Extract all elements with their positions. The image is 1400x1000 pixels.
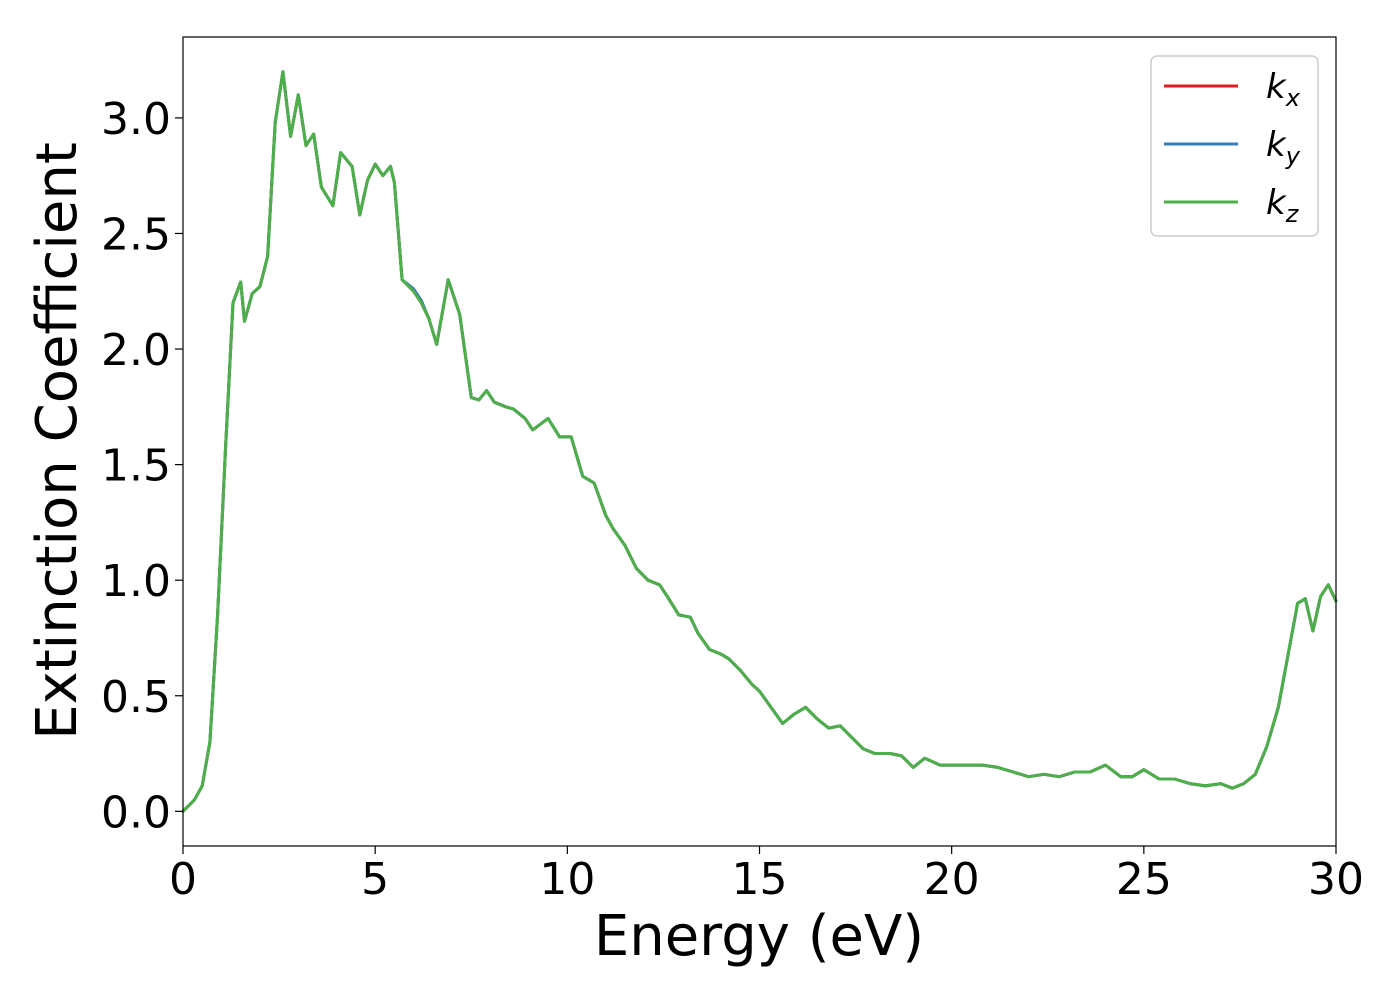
legend-box (1150, 55, 1319, 237)
x-tick-label: 25 (1116, 854, 1172, 905)
y-tick-label: 2.0 (101, 325, 171, 376)
x-axis-title: Energy (eV) (594, 904, 924, 969)
x-axis: 0 5 10 15 20 25 30 (169, 846, 1364, 905)
x-tick-label: 0 (169, 854, 197, 905)
y-axis: 0.0 0.5 1.0 1.5 2.0 2.5 3.0 (101, 94, 183, 838)
legend-label-k-x: kx (1266, 67, 1301, 112)
x-tick-label: 15 (732, 854, 788, 905)
x-tick-label: 20 (924, 854, 980, 905)
y-tick-label: 0.5 (101, 672, 171, 723)
series-line-k-z (181, 70, 1338, 813)
y-tick-label: 1.5 (101, 441, 171, 492)
x-tick-label: 5 (361, 854, 389, 905)
legend: kx ky kz (1150, 55, 1319, 237)
x-tick-label: 10 (539, 854, 595, 905)
legend-label-k-z: kz (1266, 183, 1300, 228)
legend-items: kx ky kz (1164, 67, 1301, 228)
y-tick-label: 3.0 (101, 94, 171, 145)
x-tick-label: 30 (1308, 854, 1364, 905)
y-tick-label: 0.0 (101, 787, 171, 838)
y-tick-label: 1.0 (101, 556, 171, 607)
series-group (181, 70, 1338, 813)
y-tick-label: 2.5 (101, 209, 171, 260)
y-axis-title: Extinction Coefficient (25, 142, 90, 740)
legend-label-k-y: ky (1266, 125, 1301, 170)
